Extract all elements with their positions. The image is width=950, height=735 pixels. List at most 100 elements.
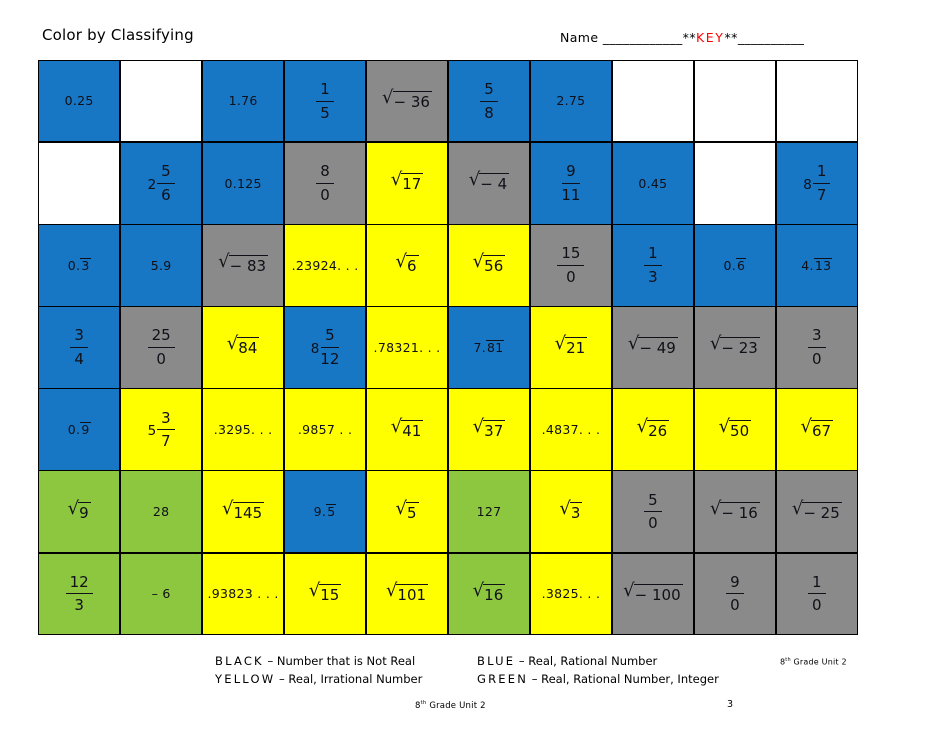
fraction-denominator: 11 — [561, 185, 581, 204]
fraction-numerator: 12 — [65, 574, 93, 595]
grid-cell: .93823 . . . — [202, 553, 284, 634]
grid-cell: 9 11 — [530, 143, 612, 224]
square-root-value: √ 84 — [227, 335, 260, 357]
grid-cell: 0.25 — [39, 61, 120, 142]
legend-desc: – Real, Irrational Number — [275, 672, 423, 686]
legend-right-column: BLUE – Real, Rational Number GREEN – Rea… — [477, 652, 719, 688]
legend-color-word: YELLOW — [215, 672, 276, 686]
radicand: 50 — [729, 419, 752, 440]
overline-digits: 81 — [485, 339, 505, 355]
radicand: 15 — [319, 583, 342, 604]
radical-icon: √ — [395, 251, 407, 273]
cell-value: 2.75 — [556, 93, 586, 109]
grid-cell: √ 16 — [448, 553, 530, 634]
grid-cell: √ 101 — [366, 553, 448, 634]
fraction-denominator: 3 — [74, 596, 84, 615]
page-title: Color by Classifying — [42, 26, 194, 44]
overline-digits: 3 — [80, 257, 91, 273]
radicand: 37 — [483, 419, 506, 440]
legend-item-green: GREEN – Real, Rational Number, Integer — [477, 670, 719, 688]
radical-icon: √ — [718, 415, 731, 437]
legend-left-column: BLACK – Number that is Not Real YELLOW –… — [215, 652, 422, 688]
radicand: − 49 — [638, 337, 678, 358]
radical-icon: √ — [222, 497, 234, 519]
grid-cell: 2.75 — [530, 61, 612, 142]
cell-value: .23924. . . — [291, 257, 359, 273]
grid-cell: √ 50 — [694, 389, 776, 470]
legend-color-word: GREEN — [477, 672, 529, 686]
square-root-value: √ − 25 — [792, 499, 842, 522]
repeating-decimal-value: 0.6 — [723, 257, 747, 273]
square-root-value: √ 17 — [390, 169, 424, 193]
square-root-value: √ − 23 — [710, 335, 760, 357]
grid-cell: √ 67 — [776, 389, 857, 470]
grid-cell — [694, 61, 776, 142]
key-text: KEY — [695, 30, 725, 45]
grid-cell: √ 17 — [366, 143, 448, 224]
grid-cell: .3825. . . — [530, 553, 612, 634]
radical-icon: √ — [308, 579, 321, 601]
fraction-denominator: 4 — [74, 349, 84, 368]
fraction-denominator: 7 — [816, 185, 827, 204]
fraction-denominator: 12 — [320, 349, 340, 368]
unit-num: 8 — [415, 700, 421, 711]
page-number: 3 — [727, 699, 734, 710]
radical-icon: √ — [468, 169, 481, 191]
cell-value: 1.76 — [228, 93, 258, 109]
radical-icon: √ — [390, 169, 403, 191]
fraction-denominator: 0 — [812, 349, 822, 368]
fraction-denominator: 6 — [161, 185, 171, 204]
radical-icon: √ — [385, 579, 398, 601]
fraction-numerator: 9 — [562, 163, 580, 184]
square-root-value: √ − 49 — [628, 335, 678, 358]
radicand: 67 — [811, 419, 834, 440]
grid-cell: .3295. . . — [202, 389, 284, 470]
fraction-numerator: 1 — [644, 245, 662, 266]
unit-num: 8 — [780, 657, 786, 667]
radical-icon: √ — [709, 497, 722, 519]
cell-value: .3295. . . — [213, 421, 273, 437]
square-root-value: √ 3 — [559, 499, 583, 522]
radical-icon: √ — [382, 87, 394, 109]
name-blank-left: ____________ — [602, 30, 683, 45]
legend-item-blue: BLUE – Real, Rational Number — [477, 652, 719, 670]
cell-value: 0.25 — [64, 93, 94, 109]
fraction-numerator: 1 — [316, 81, 334, 102]
fraction-numerator: 5 — [480, 81, 498, 102]
fraction-numerator: 25 — [147, 327, 175, 348]
cell-value: .78321. . . — [373, 339, 441, 355]
grid-cell — [694, 143, 776, 224]
fraction-denominator: 0 — [812, 596, 822, 615]
grid-cell — [120, 61, 202, 142]
grid-cell: √ 15 — [284, 553, 366, 634]
radicand: − 25 — [802, 501, 842, 522]
fraction-value: 5 12 — [320, 327, 339, 367]
overline-digits: 9 — [80, 421, 91, 437]
grid-cell: 28 — [120, 471, 202, 552]
fraction-numerator: 1 — [808, 574, 826, 595]
square-root-value: √ 15 — [308, 579, 342, 604]
radical-icon: √ — [800, 415, 812, 437]
cell-value: 0.45 — [638, 175, 668, 191]
cell-value: .3825. . . — [541, 585, 601, 601]
mixed-number-value: 8 5 12 — [311, 327, 340, 367]
grid-cell — [776, 61, 857, 142]
radicand: 16 — [483, 583, 506, 604]
square-root-value: √ 50 — [718, 415, 752, 440]
square-root-value: √ 9 — [68, 499, 91, 522]
fraction-numerator: 8 — [316, 163, 334, 184]
radicand: − 4 — [479, 173, 510, 194]
